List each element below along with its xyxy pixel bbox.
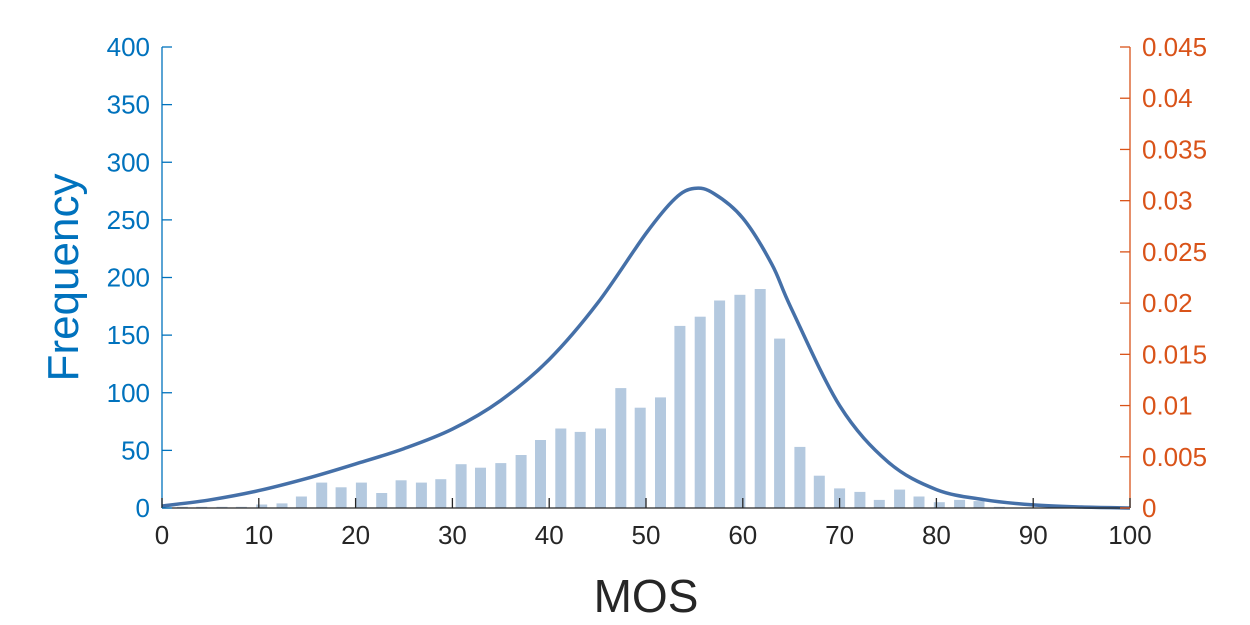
- x-tick-label: 10: [244, 520, 273, 550]
- histogram-bar: [854, 491, 866, 508]
- density-curve: [161, 186, 1131, 510]
- x-tick-label: 70: [825, 520, 854, 550]
- histogram-bar: [415, 482, 427, 508]
- histogram-bar: [933, 502, 945, 508]
- x-tick-label: 20: [341, 520, 370, 550]
- histogram-bar: [973, 501, 985, 508]
- right-y-tick-label: 0.035: [1142, 134, 1207, 164]
- x-tick-label: 30: [438, 520, 467, 550]
- histogram-bar: [734, 294, 746, 508]
- x-tick-label: 0: [155, 520, 169, 550]
- histogram-bar: [276, 503, 288, 508]
- x-axis-label: MOS: [594, 570, 699, 622]
- right-y-tick-label: 0.01: [1142, 391, 1193, 421]
- histogram-bar: [794, 446, 806, 508]
- x-tick-label: 100: [1108, 520, 1151, 550]
- left-y-tick-label: 50: [121, 435, 150, 465]
- axes: [161, 46, 1131, 509]
- right-y-tick-label: 0.045: [1142, 32, 1207, 62]
- histogram-bar: [395, 480, 407, 508]
- y-axis-label: Frequency: [39, 174, 88, 382]
- x-tick-label: 80: [922, 520, 951, 550]
- histogram-bar: [674, 325, 686, 508]
- histogram-bar: [316, 482, 328, 508]
- histogram-bar: [515, 455, 527, 508]
- histogram-bar: [455, 464, 467, 508]
- right-y-tick-label: 0.025: [1142, 237, 1207, 267]
- left-y-tick-label: 150: [107, 320, 150, 350]
- right-y-tick-label: 0.02: [1142, 288, 1193, 318]
- histogram-bar: [295, 496, 307, 508]
- histogram-bar: [714, 300, 726, 508]
- right-y-tick-label: 0.03: [1142, 186, 1193, 216]
- histogram-bar: [495, 463, 507, 508]
- histogram-bar: [894, 489, 906, 508]
- histogram-bar: [774, 338, 786, 508]
- histogram-bar: [574, 431, 586, 508]
- histogram-bar: [634, 407, 646, 508]
- tick-labels: 0 10 20 30 40 50 60 70 80 90 100050100150200250300…: [107, 32, 1207, 550]
- histogram-bar: [813, 475, 825, 508]
- left-y-tick-label: 400: [107, 32, 150, 62]
- histogram-bar: [655, 397, 666, 508]
- right-y-tick-label: 0: [1142, 493, 1156, 523]
- histogram-bar: [555, 428, 567, 508]
- histogram-bar: [355, 482, 367, 508]
- right-y-tick-label: 0.015: [1142, 339, 1207, 369]
- x-tick-label: 50: [632, 520, 661, 550]
- x-tick-label: 60: [728, 520, 757, 550]
- histogram-bar: [376, 493, 388, 508]
- histogram-bar: [335, 487, 347, 508]
- histogram-bar: [615, 388, 627, 508]
- density-curve-layer: [161, 186, 1131, 510]
- histogram-bars: [176, 289, 1005, 508]
- left-y-tick-label: 0: [136, 493, 150, 523]
- left-y-tick-label: 200: [107, 263, 150, 293]
- left-y-tick-label: 300: [107, 147, 150, 177]
- left-y-tick-label: 250: [107, 205, 150, 235]
- right-y-tick-label: 0.04: [1142, 83, 1193, 113]
- histogram-bar: [535, 440, 546, 508]
- histogram-bar: [475, 467, 486, 508]
- histogram-bar: [913, 496, 925, 508]
- histogram-bar: [754, 289, 766, 508]
- histogram-bar: [256, 504, 268, 508]
- left-y-tick-label: 100: [107, 378, 150, 408]
- histogram-bar: [694, 316, 706, 508]
- x-tick-label: 90: [1019, 520, 1048, 550]
- right-y-tick-label: 0.005: [1142, 442, 1207, 472]
- histogram-bar: [595, 428, 606, 508]
- histogram-bar: [954, 499, 966, 508]
- histogram-bar: [873, 499, 885, 508]
- histogram-bar: [435, 479, 447, 508]
- x-tick-label: 40: [535, 520, 564, 550]
- left-y-tick-label: 350: [107, 90, 150, 120]
